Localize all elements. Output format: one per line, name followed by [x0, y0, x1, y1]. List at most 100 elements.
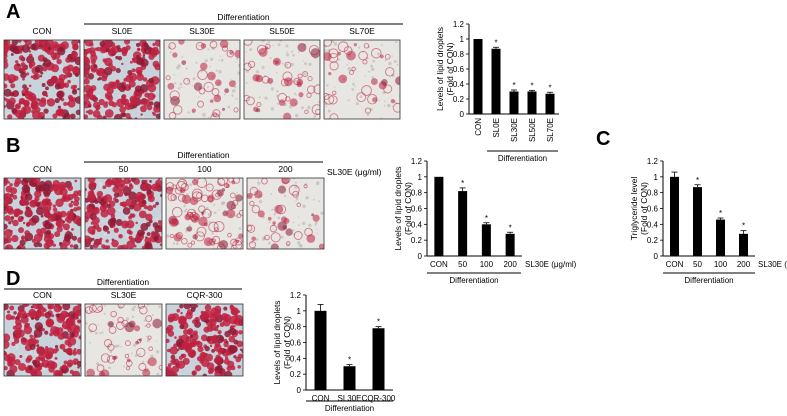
x-tick-label: 100: [480, 260, 494, 269]
micrograph-row-b: Differentiation CON 50 100 200 SL30E (μg/ml): [3, 150, 382, 250]
y-tick-label: 1: [297, 307, 302, 316]
y-tick-label: 0.6: [453, 65, 465, 74]
x-axis-label: Differentiation: [449, 276, 498, 285]
y-tick-label: 1.2: [290, 291, 302, 300]
micrograph-row-d: Differentiation CON SL30E CQR-300: [3, 277, 244, 377]
micrograph-image: [246, 177, 325, 250]
differentiation-label: Differentiation: [177, 150, 230, 160]
concentration-unit-label: SL30E (μg/ml): [327, 167, 382, 177]
y-tick-label: 1: [654, 173, 659, 182]
bar: [693, 187, 702, 256]
y-axis-label: Levels of lipid droplets(Fold of CON): [272, 300, 292, 384]
micrograph-image: [323, 39, 401, 120]
micrograph-image: [163, 39, 241, 120]
micrograph-label: SL50E: [269, 26, 295, 36]
y-tick-label: 1: [460, 35, 465, 44]
x-tick-label: SL30E: [337, 394, 361, 403]
micrograph-image: [165, 177, 244, 250]
x-tick-label: SL50E: [528, 118, 537, 142]
significance-marker: *: [348, 356, 351, 365]
y-tick-label: 0.6: [411, 205, 423, 214]
x-tick-label: SL70E: [546, 118, 555, 142]
y-tick-label: 0.4: [453, 80, 465, 89]
micrograph-label: 100: [197, 164, 211, 174]
x-tick-label: 50: [458, 260, 467, 269]
y-axis-label: Levels of lipid droplets(Fold of CON): [435, 27, 455, 111]
significance-marker: *: [512, 81, 515, 90]
micrograph-image: [83, 39, 161, 120]
x-tick-label: CON: [312, 394, 330, 403]
micrograph-image: [3, 303, 82, 377]
significance-marker: *: [509, 223, 512, 232]
y-tick-label: 0.2: [290, 370, 302, 379]
bar: [314, 310, 327, 390]
significance-marker: *: [485, 214, 488, 223]
micrograph-label: SL70E: [349, 26, 375, 36]
significance-marker: *: [461, 179, 464, 188]
significance-marker: *: [742, 222, 745, 231]
micrograph-label: CON: [33, 290, 52, 300]
bar: [458, 191, 468, 256]
y-tick-label: 0.4: [411, 220, 423, 229]
y-tick-label: 1.2: [647, 157, 659, 166]
concentration-unit-label: SL30E (μg/ml): [525, 260, 577, 269]
micrograph-label: SL30E: [189, 26, 215, 36]
x-tick-label: SL0E: [492, 118, 501, 138]
x-axis-label: Differentiation: [325, 404, 374, 413]
micrograph-label: CON: [33, 26, 52, 36]
significance-marker: *: [494, 38, 497, 47]
bar: [473, 39, 483, 114]
bar: [372, 328, 385, 390]
y-tick-label: 0.6: [290, 339, 302, 348]
x-tick-label: SL30E: [510, 118, 519, 142]
bar: [491, 48, 501, 114]
micrograph-image: [3, 39, 81, 120]
y-tick-label: 0: [297, 386, 302, 395]
y-tick-label: 0.8: [453, 50, 465, 59]
differentiation-label: Differentiation: [217, 12, 270, 22]
y-tick-label: 0.8: [647, 189, 659, 198]
x-axis-label: Differentiation: [684, 276, 733, 285]
micrograph-image: [84, 303, 163, 377]
y-tick-label: 1.2: [453, 20, 465, 29]
bar: [434, 176, 444, 256]
y-tick-label: 0.8: [290, 323, 302, 332]
differentiation-label: Differentiation: [97, 277, 150, 287]
micrograph-label: SL0E: [112, 26, 133, 36]
y-tick-label: 0: [654, 252, 659, 261]
bar: [509, 91, 519, 114]
bar: [716, 219, 725, 256]
y-tick-label: 0.4: [647, 220, 659, 229]
micrograph-label: CQR-300: [187, 290, 223, 300]
y-tick-label: 0: [460, 110, 465, 119]
y-axis-label: Levels of lipid droplets(Fold of CON): [393, 166, 413, 250]
significance-marker: *: [548, 83, 551, 92]
x-tick-label: CON: [430, 260, 448, 269]
micrograph-label: SL30E: [111, 290, 137, 300]
x-tick-label: 100: [714, 260, 728, 269]
bar: [527, 91, 537, 114]
x-tick-label: CON: [666, 260, 684, 269]
significance-marker: *: [719, 209, 722, 218]
micrograph-row-a: Differentiation CON SL0E SL30E SL50E SL70E: [3, 12, 403, 120]
micrograph-label: CON: [33, 164, 52, 174]
x-tick-label: CQR-300: [362, 394, 396, 403]
micrograph-image: [3, 177, 82, 250]
y-tick-label: 0.4: [290, 354, 302, 363]
bar: [505, 233, 515, 256]
y-tick-label: 1: [418, 173, 423, 182]
micrograph-image: [165, 303, 244, 377]
x-tick-label: CON: [474, 118, 483, 136]
concentration-unit-label: SL30E (μg/ml): [758, 260, 787, 269]
y-tick-label: 0: [418, 252, 423, 261]
y-tick-label: 0.2: [453, 95, 465, 104]
y-tick-label: 0.2: [647, 236, 659, 245]
panel-letter-a: A: [6, 1, 20, 23]
micrograph-image: [84, 177, 163, 250]
x-axis-label: Differentiation: [498, 154, 547, 163]
significance-marker: *: [696, 176, 699, 185]
